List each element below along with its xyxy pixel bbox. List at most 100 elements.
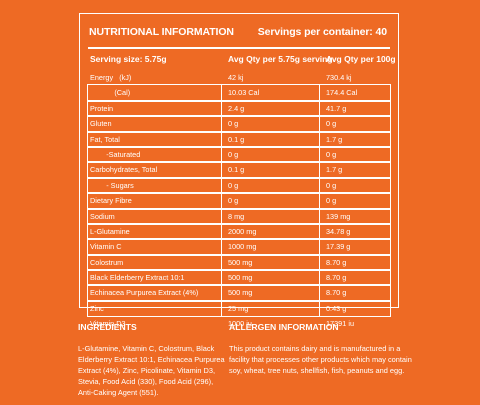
nutrient-name: Vitamin C: [90, 242, 122, 252]
nutrient-name: -Saturated: [90, 149, 141, 159]
column-divider: [221, 177, 222, 194]
nutrition-row: Dietary Fibre 0 g 0 g: [87, 192, 391, 210]
per-100g-value: 34.78 g: [326, 226, 351, 236]
nutrient-name: Vitamin D3: [90, 319, 126, 329]
per-100g-value: 8.70 g: [326, 273, 347, 283]
per-serving-value: 500 mg: [228, 273, 253, 283]
per-serving-value: 2000 mg: [228, 226, 257, 236]
nutrition-row: Protein 2.4 g 41.7 g: [87, 100, 391, 117]
column-divider: [221, 223, 222, 240]
nutrition-row: Fat, Total 0.1 g 1.7 g: [87, 131, 391, 148]
column-divider: [319, 254, 320, 271]
header-divider: [88, 47, 390, 49]
nutrient-name: Dietary Fibre: [90, 196, 132, 206]
per-serving-value: 500 mg: [228, 288, 253, 298]
per-serving-value: 1000 iu: [228, 319, 252, 329]
per-100g-value: 0 g: [326, 119, 337, 129]
column-divider: [221, 285, 222, 301]
nutrient-name: Sodium: [90, 211, 115, 221]
per-100g-value: 41.7 g: [326, 103, 347, 113]
nutrient-name: Protein: [90, 103, 114, 113]
per-100g-value: 139 mg: [326, 211, 351, 221]
nutrient-name: Zinc: [90, 303, 104, 313]
nutrition-row: Colostrum 500 mg 8.70 g: [87, 254, 391, 271]
per-serving-value: 500 mg: [228, 257, 253, 267]
column-divider: [221, 193, 222, 209]
per-100g-value: 17.39 g: [326, 242, 351, 252]
nutrition-row: Zinc 25 mg 0.43 g: [87, 300, 391, 317]
nutrition-row: (Cal) 10.03 Cal 174.4 Cal: [87, 84, 391, 102]
per-100g-value: 174.4 Cal: [326, 88, 358, 98]
nutrient-name: Black Elderberry Extract 10:1: [90, 273, 185, 283]
ingredients-section: INGREDIENTS L-Glutamine, Vitamin C, Colo…: [78, 322, 226, 398]
column-divider: [319, 116, 320, 132]
nutrition-row: Carbohydrates, Total 0.1 g 1.7 g: [87, 161, 391, 179]
per-100g-value: 0 g: [326, 180, 337, 190]
allergen-heading: ALLERGEN INFORMATION: [229, 322, 339, 332]
nutrition-row: Energy (kJ) 42 kj 730.4 kj: [88, 70, 390, 85]
column-divider: [221, 85, 222, 101]
per-serving-value: 42 kj: [228, 73, 244, 82]
nutrition-row: L-Glutamine 2000 mg 34.78 g: [87, 223, 391, 240]
nutrition-row: Echinacea Purpurea Extract (4%) 500 mg 8.7…: [87, 284, 391, 302]
column-divider: [221, 239, 222, 255]
nutrient-name: Fat, Total: [90, 134, 120, 144]
per-100g-value: 0.43 g: [326, 303, 347, 313]
nutrition-row: Sodium 8 mg 139 mg: [87, 208, 391, 225]
nutrient-name: Gluten: [90, 119, 112, 129]
per-serving-value: 0 g: [228, 149, 239, 159]
ingredients-text: L-Glutamine, Vitamin C, Colostrum, Black…: [78, 344, 225, 397]
per-100g-value: 0 g: [326, 196, 337, 206]
per-serving-value: 8 mg: [228, 211, 245, 221]
column-divider: [221, 116, 222, 132]
column-divider: [319, 285, 320, 301]
panel-header: NUTRITIONAL INFORMATION Servings per con…: [80, 14, 398, 42]
column-divider: [221, 270, 222, 286]
ingredients-heading: INGREDIENTS: [78, 322, 137, 332]
nutrition-row: - Sugars 0 g 0 g: [87, 177, 391, 194]
column-divider: [221, 100, 222, 117]
column-divider: [319, 193, 320, 209]
column-divider: [319, 162, 320, 178]
column-header-serving-size: Serving size: 5.75g: [90, 54, 167, 64]
nutrient-name: Carbohydrates, Total: [90, 165, 158, 175]
column-headers: Serving size: 5.75g Avg Qty per 5.75g se…: [88, 54, 396, 68]
per-serving-value: 10.03 Cal: [228, 88, 260, 98]
column-divider: [221, 146, 222, 163]
column-divider: [319, 300, 320, 317]
per-serving-value: 0.1 g: [228, 165, 245, 175]
column-divider: [319, 239, 320, 255]
column-divider: [319, 85, 320, 101]
per-serving-value: 0.1 g: [228, 134, 245, 144]
per-100g-value: 17391 iu: [326, 319, 354, 329]
column-divider: [319, 100, 320, 117]
column-divider: [221, 254, 222, 271]
panel-title: NUTRITIONAL INFORMATION: [89, 26, 234, 38]
per-serving-value: 25 mg: [228, 303, 249, 313]
per-100g-value: 8.70 g: [326, 257, 347, 267]
column-divider: [319, 208, 320, 224]
per-serving-value: 2.4 g: [228, 103, 245, 113]
nutrition-row: Vitamin D3 1000 iu 17391 iu: [88, 316, 390, 331]
nutrient-name: - Sugars: [90, 180, 134, 190]
per-100g-value: 8.70 g: [326, 288, 347, 298]
per-100g-value: 730.4 kj: [326, 73, 352, 82]
nutrition-row: Vitamin C 1000 mg 17.39 g: [87, 238, 391, 256]
nutrition-panel: NUTRITIONAL INFORMATION Servings per con…: [79, 13, 399, 328]
servings-per-container: Servings per container: 40: [257, 26, 387, 38]
allergen-text: This product contains dairy and is manuf…: [229, 344, 412, 375]
column-divider: [319, 131, 320, 147]
per-serving-value: 0 g: [228, 196, 239, 206]
nutrition-rows: Energy (kJ) 42 kj 730.4 kj (Cal) 10.03 Cal 1…: [87, 70, 391, 332]
column-divider: [221, 300, 222, 317]
column-header-per-serving: Avg Qty per 5.75g serving: [228, 54, 333, 64]
per-100g-value: 0 g: [326, 149, 337, 159]
nutrient-name: Echinacea Purpurea Extract (4%): [90, 288, 199, 298]
nutrient-name: Colostrum: [90, 257, 124, 267]
column-divider: [221, 208, 222, 224]
nutrition-row: Black Elderberry Extract 10:1 500 mg 8.70 …: [87, 269, 391, 286]
nutrient-name: L-Glutamine: [90, 226, 130, 236]
column-divider: [221, 162, 222, 178]
column-divider: [221, 131, 222, 147]
column-header-per-100g: Avg Qty per 100g: [326, 54, 396, 64]
